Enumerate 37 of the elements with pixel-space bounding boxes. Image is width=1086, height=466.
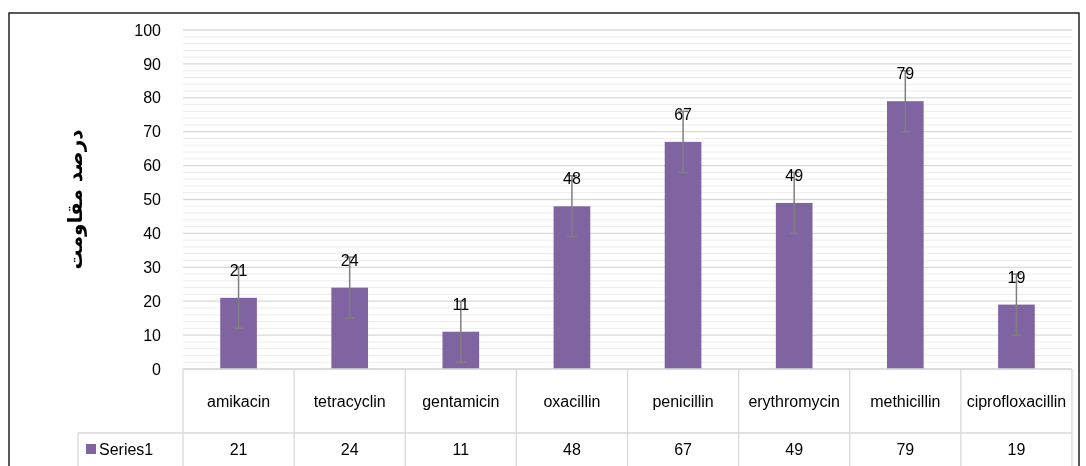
y-tick-label: 10: [143, 326, 162, 344]
y-axis-title: درصد مقاومت: [63, 129, 87, 270]
data-label: 49: [785, 166, 804, 184]
data-label: 67: [674, 105, 693, 123]
text: 21: [229, 440, 248, 458]
x-tick-label: gentamicin: [422, 392, 500, 410]
y-tick-label: 60: [143, 157, 162, 175]
legend-label: Series1: [99, 440, 154, 458]
x-tick-label: methicillin: [870, 392, 941, 410]
y-tick-label: 90: [143, 55, 162, 73]
data-label: 79: [896, 65, 915, 83]
data-label: 21: [229, 261, 248, 279]
data-label: 19: [1007, 268, 1026, 286]
data-label: 11: [452, 295, 470, 313]
x-tick-label: amikacin: [206, 392, 271, 410]
text: 67: [674, 440, 693, 458]
y-tick-label: 0: [152, 360, 162, 378]
x-tick-label: ciprofloxacillin: [966, 392, 1067, 410]
x-tick-label: oxacillin: [543, 392, 601, 410]
x-tick-label: tetracyclin: [313, 392, 386, 410]
y-tick-label: 80: [143, 89, 162, 107]
text: 19: [1007, 440, 1026, 458]
data-label: 48: [563, 170, 581, 188]
text: 79: [896, 440, 915, 458]
y-tick-label: 50: [143, 191, 162, 209]
text: 48: [563, 440, 581, 458]
y-tick-label: 30: [143, 258, 162, 276]
text: 49: [785, 440, 804, 458]
y-tick-label: 20: [143, 292, 162, 310]
y-tick-label: 70: [143, 123, 162, 141]
x-tick-label: penicillin: [652, 392, 714, 410]
text: 24: [340, 440, 359, 458]
y-tick-label: 100: [134, 21, 162, 39]
x-tick-label: erythromycin: [748, 392, 840, 410]
y-tick-label: 40: [143, 225, 162, 242]
data-label: 24: [340, 251, 359, 269]
text: 11: [452, 440, 470, 458]
